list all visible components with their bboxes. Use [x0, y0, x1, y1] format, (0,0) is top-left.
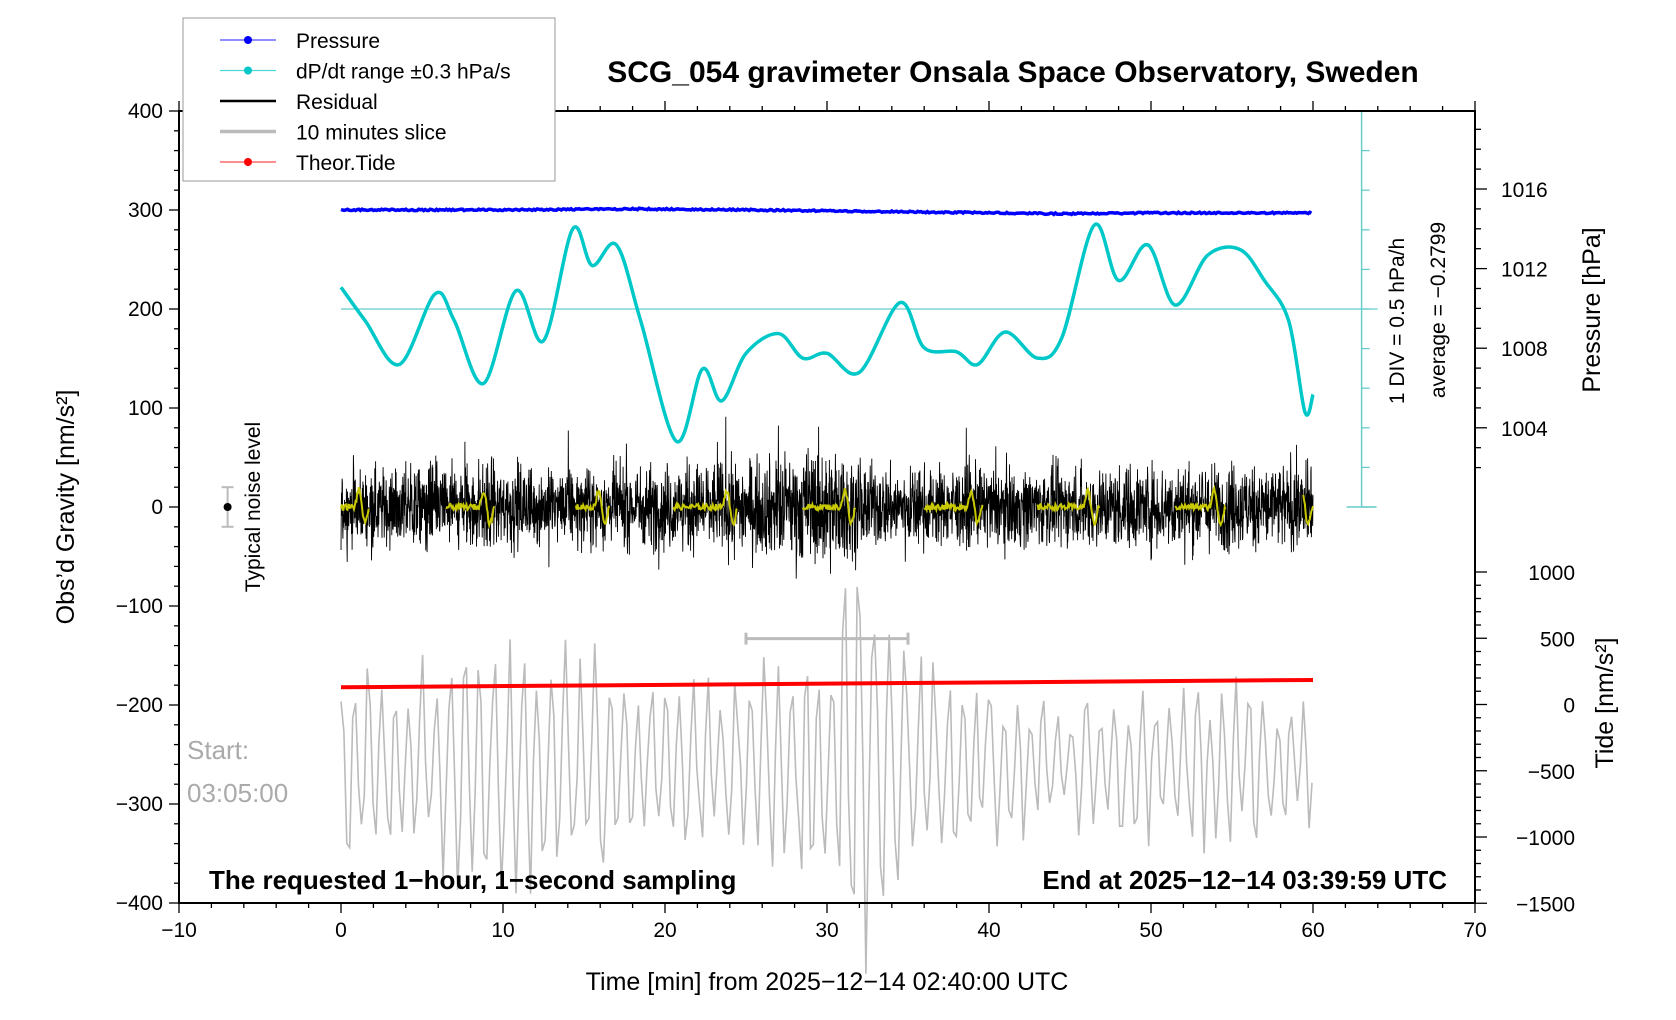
y-tick-label: −400 [116, 892, 163, 915]
tide-axis-label: Tide [nm/s²] [1591, 637, 1619, 768]
bottom-left-annotation: The requested 1−hour, 1−second sampling [209, 865, 736, 895]
x-tick-label: 10 [491, 919, 514, 942]
x-tick-label: 60 [1301, 919, 1324, 942]
smoothed-residual-segment-6 [1036, 486, 1101, 526]
y-tick-label: 100 [128, 397, 163, 420]
x-tick-label: 50 [1139, 919, 1162, 942]
start-label: Start: [187, 735, 249, 765]
x-tick-label: −10 [161, 919, 197, 942]
smoothed-residual-segment-4 [801, 487, 857, 527]
legend-label-1: dP/dt range ±0.3 hPa/s [296, 61, 511, 84]
y-tick-label: −100 [116, 595, 163, 618]
x-tick-label: 20 [653, 919, 676, 942]
tide-tick-label: −1500 [1516, 893, 1575, 916]
pressure-tick-label: 1012 [1501, 259, 1548, 282]
dpdt-average-label: average = −0.2799 [1427, 222, 1450, 398]
smoothed-residual-segment-1 [445, 491, 496, 529]
smoothed-residual-segment-3 [672, 487, 738, 527]
y-tick-label: 400 [128, 100, 163, 123]
noise-level-label: Typical noise level [242, 422, 265, 592]
smoothed-residual-segment-8 [1302, 494, 1314, 527]
smoothed-residual-segment-7 [1174, 484, 1227, 528]
smoothed-residual-segment-0 [340, 486, 370, 526]
tide-tick-label: 1000 [1528, 562, 1575, 585]
legend-label-2: Residual [296, 91, 378, 114]
legend-marker-4 [244, 158, 252, 166]
legend-label-0: Pressure [296, 30, 380, 53]
legend-label-4: Theor.Tide [296, 152, 396, 175]
y-tick-label: −300 [116, 793, 163, 816]
noise-level-point [223, 503, 232, 511]
residual-series-line [340, 416, 1314, 579]
tide-tick-label: 0 [1563, 695, 1575, 718]
tide-tick-label: −1000 [1516, 827, 1575, 850]
tide-tick-label: 500 [1540, 628, 1575, 651]
pressure-axis-label: Pressure [hPa] [1578, 227, 1606, 392]
y-axis-label: Obs’d Gravity [nm/s²] [52, 390, 80, 625]
tide-tick-label: −500 [1528, 761, 1575, 784]
pressure-tick-label: 1004 [1501, 418, 1548, 441]
x-tick-label: 0 [335, 919, 347, 942]
tide-series-line [340, 677, 1314, 690]
legend: Pressure dP/dt range ±0.3 hPa/s Residual 10… [182, 17, 556, 182]
x-tick-label: 40 [977, 919, 1000, 942]
y-tick-label: −200 [116, 694, 163, 717]
legend-box [182, 17, 556, 182]
x-axis-label: Time [min] from 2025−12−14 02:40:00 UTC [586, 968, 1069, 996]
bottom-right-annotation: End at 2025−12−14 03:39:59 UTC [1042, 865, 1447, 895]
x-tick-label: 30 [815, 919, 838, 942]
chart-title: SCG_054 gravimeter Onsala Space Observat… [607, 56, 1419, 89]
x-tick-label: 70 [1463, 919, 1486, 942]
legend-marker-0 [244, 36, 252, 44]
y-tick-label: 300 [128, 199, 163, 222]
dpdt-series-line [339, 222, 1315, 444]
smoothed-residual-segment-5 [923, 488, 984, 527]
legend-marker-1 [244, 66, 252, 75]
pressure-tick-label: 1008 [1501, 338, 1548, 361]
dpdt-div-label: 1 DIV = 0.5 hPa/h [1386, 238, 1409, 404]
pressure-series-line [340, 206, 1313, 217]
start-time-label: 03:05:00 [187, 778, 288, 808]
pressure-tick-label: 1016 [1501, 179, 1548, 202]
y-tick-label: 200 [128, 298, 163, 321]
slice-series-line [340, 586, 1313, 974]
smoothed-residual-segment-2 [574, 489, 611, 526]
legend-label-3: 10 minutes slice [296, 122, 447, 145]
y-tick-label: 0 [151, 496, 163, 519]
